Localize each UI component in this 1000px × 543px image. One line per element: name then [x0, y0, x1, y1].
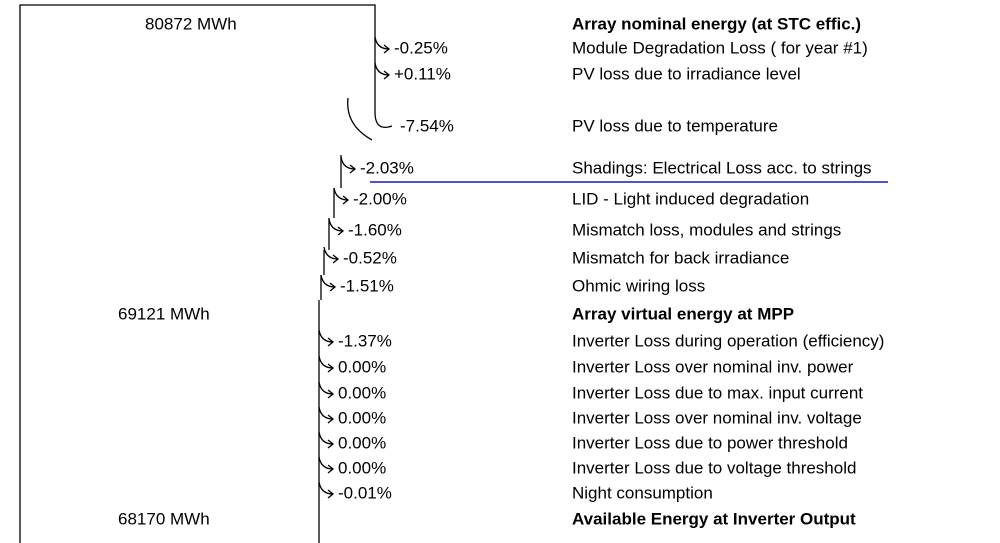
- energy-value: 80872 MWh: [145, 14, 237, 33]
- loss-label: Inverter Loss during operation (efficien…: [572, 331, 884, 350]
- flow-edge: [318, 97, 373, 543]
- loss-arrow: [318, 406, 334, 420]
- loss-label: Night consumption: [572, 483, 713, 502]
- arrow-head: [342, 195, 350, 205]
- arrow-head: [327, 464, 335, 474]
- loss-percent: -0.52%: [343, 248, 397, 267]
- energy-label: Array nominal energy (at STC effic.): [572, 14, 861, 33]
- loss-label: Inverter Loss due to max. input current: [572, 383, 863, 402]
- arrow-head: [337, 226, 345, 236]
- loss-arrow: [318, 431, 334, 445]
- loss-arrow: [318, 456, 334, 470]
- loss-arrow: [323, 246, 339, 260]
- loss-arrow: [328, 218, 344, 232]
- arrow-head: [383, 44, 391, 54]
- arrow-head: [327, 363, 335, 373]
- flow-outline: [19, 4, 393, 543]
- loss-label: PV loss due to temperature: [572, 116, 778, 135]
- loss-arrow: [374, 36, 390, 50]
- loss-percent: 0.00%: [338, 357, 386, 376]
- loss-label: Mismatch for back irradiance: [572, 248, 789, 267]
- loss-label: Inverter Loss due to power threshold: [572, 433, 848, 452]
- arrow-head: [327, 439, 335, 449]
- loss-percent: 0.00%: [338, 433, 386, 452]
- loss-arrow: [318, 355, 334, 369]
- energy-label: Array virtual energy at MPP: [572, 304, 794, 323]
- energy-value: 69121 MWh: [118, 304, 210, 323]
- loss-percent: -2.03%: [360, 158, 414, 177]
- loss-percent: -0.25%: [394, 38, 448, 57]
- loss-label: Shadings: Electrical Loss acc. to string…: [572, 158, 872, 177]
- loss-arrow: [320, 274, 336, 288]
- loss-percent: -0.01%: [338, 483, 392, 502]
- loss-percent: -7.54%: [400, 116, 454, 135]
- loss-arrow: [318, 481, 334, 495]
- loss-arrow: [333, 187, 349, 201]
- loss-percent: 0.00%: [338, 408, 386, 427]
- loss-label: Mismatch loss, modules and strings: [572, 220, 841, 239]
- arrow-head: [327, 414, 335, 424]
- loss-percent: 0.00%: [338, 383, 386, 402]
- arrow-head: [332, 254, 340, 264]
- loss-arrow: [318, 329, 334, 343]
- energy-label: Available Energy at Inverter Output: [572, 509, 856, 528]
- loss-label: Inverter Loss due to voltage threshold: [572, 458, 856, 477]
- loss-percent: 0.00%: [338, 458, 386, 477]
- arrow-head: [383, 70, 391, 80]
- arrow-head: [327, 337, 335, 347]
- loss-arrow: [340, 156, 356, 170]
- arrow-head: [327, 389, 335, 399]
- loss-percent: -2.00%: [353, 189, 407, 208]
- loss-label: Ohmic wiring loss: [572, 276, 705, 295]
- arrow-head: [327, 489, 335, 499]
- energy-value: 68170 MWh: [118, 509, 210, 528]
- loss-label: PV loss due to irradiance level: [572, 64, 801, 83]
- loss-label: Module Degradation Loss ( for year #1): [572, 38, 868, 57]
- loss-percent: -1.60%: [348, 220, 402, 239]
- arrow-head: [349, 164, 357, 174]
- loss-percent: +0.11%: [394, 64, 451, 83]
- arrow-head: [329, 282, 337, 292]
- loss-arrow: [374, 62, 390, 76]
- loss-label: Inverter Loss over nominal inv. voltage: [572, 408, 862, 427]
- loss-percent: -1.37%: [338, 331, 392, 350]
- loss-label: LID - Light induced degradation: [572, 189, 809, 208]
- loss-arrow: [318, 381, 334, 395]
- loss-percent: -1.51%: [340, 276, 394, 295]
- loss-label: Inverter Loss over nominal inv. power: [572, 357, 854, 376]
